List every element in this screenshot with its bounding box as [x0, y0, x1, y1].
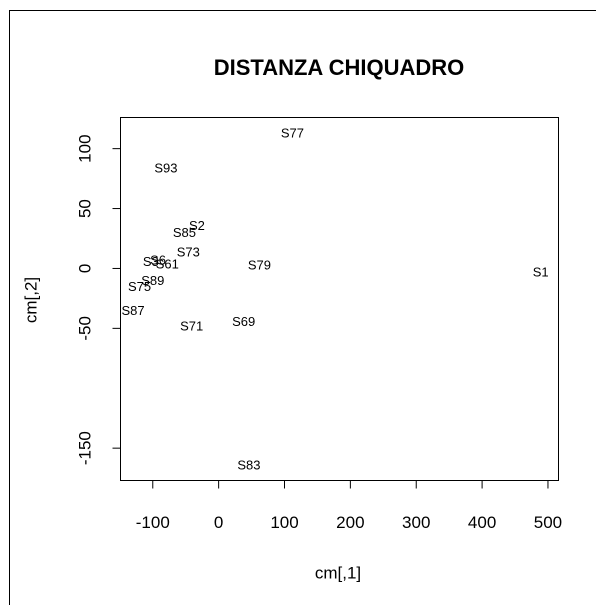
point-label: S75 — [128, 279, 151, 294]
point-label: S87 — [121, 303, 144, 318]
x-tick-label: 400 — [468, 513, 496, 532]
point-label: S71 — [180, 319, 203, 334]
x-axis-label: cm[,1] — [315, 563, 361, 582]
point-label: S73 — [177, 244, 200, 259]
y-axis-label: cm[,2] — [21, 277, 40, 323]
point-label: S83 — [237, 458, 260, 473]
y-tick-label: 50 — [75, 199, 94, 218]
chart-title: DISTANZA CHIQUADRO — [214, 55, 465, 80]
x-tick-label: 0 — [214, 513, 223, 532]
point-label: S89 — [141, 273, 164, 288]
x-tick-label: 500 — [534, 513, 562, 532]
point-label: S85 — [173, 225, 196, 240]
point-label: S61 — [156, 256, 179, 271]
point-label: S1 — [533, 265, 549, 280]
y-tick-label: 100 — [75, 134, 94, 162]
point-label: S69 — [232, 314, 255, 329]
y-tick-label: -150 — [75, 431, 94, 465]
point-label: S3 — [143, 254, 159, 269]
point-label: S2 — [189, 218, 205, 233]
point-label: S79 — [248, 257, 271, 272]
point-label: S6 — [150, 253, 166, 268]
x-tick-label: 300 — [402, 513, 430, 532]
y-tick-label: -50 — [75, 316, 94, 341]
point-label: S77 — [281, 126, 304, 141]
x-tick-label: -100 — [136, 513, 170, 532]
plot-box — [120, 117, 559, 481]
x-tick-label: 100 — [270, 513, 298, 532]
x-tick-label: 200 — [336, 513, 364, 532]
y-tick-label: 0 — [75, 264, 94, 273]
point-label: S93 — [154, 160, 177, 175]
